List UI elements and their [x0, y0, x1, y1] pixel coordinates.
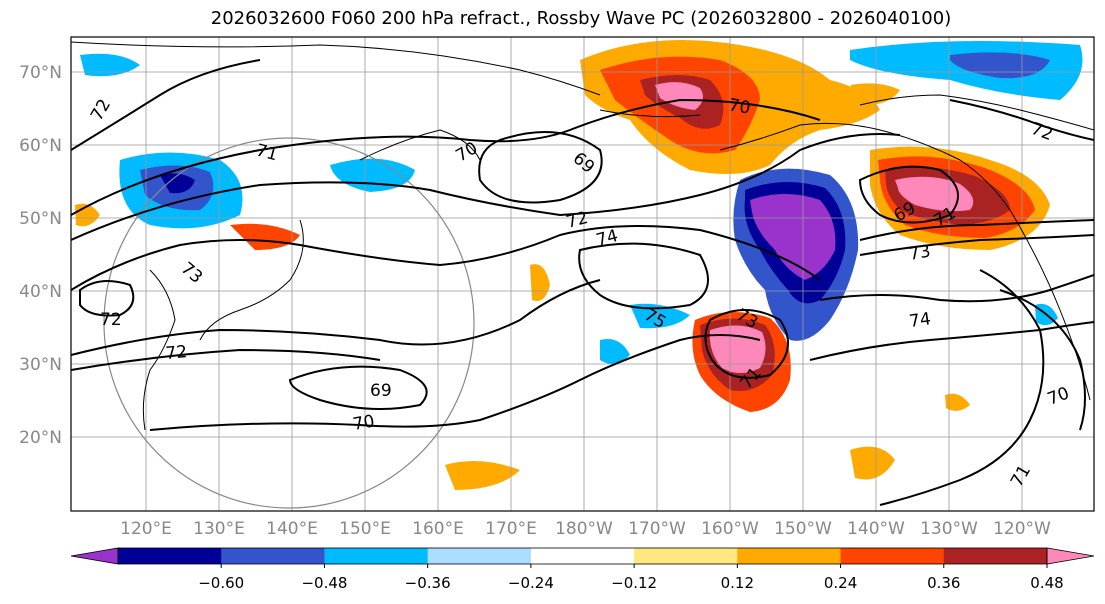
lon-label: 180°W [555, 519, 613, 539]
map-frame [70, 36, 1095, 512]
contour-label: 74 [908, 309, 932, 332]
contour-label: 70 [351, 411, 376, 434]
lon-label: 140°W [847, 519, 905, 539]
anomaly-shading [75, 40, 1083, 490]
map-panel: 72 71 70 69 72 74 75 70 73 69 71 73 74 7… [71, 37, 1094, 511]
lon-label: 170°W [628, 519, 686, 539]
contour-label: 69 [370, 381, 392, 401]
coastlines [71, 41, 1094, 431]
colorbar-cell [221, 548, 325, 564]
colorbar-cell [737, 548, 842, 564]
contour-label: 73 [907, 241, 932, 264]
lon-label: 150°E [339, 519, 391, 539]
colorbar-tick-label: −0.12 [611, 574, 657, 592]
lon-label: 160°E [412, 519, 464, 539]
colorbar-tick-label: −0.60 [198, 574, 244, 592]
colorbar-tick-label: −0.36 [405, 574, 451, 592]
lon-label: 160°W [701, 519, 759, 539]
colorbar-left-extend [70, 547, 119, 565]
lat-label: 50°N [19, 209, 62, 229]
lat-label: 30°N [19, 355, 62, 375]
latitude-axis: 70°N 60°N 50°N 40°N 30°N 20°N [19, 63, 62, 448]
colorbar: −0.60 −0.48 −0.36 −0.24 −0.12 0.12 0.24 0.36 0.4… [70, 547, 1095, 592]
colorbar-right-extend [1046, 547, 1095, 565]
colorbar-cell [634, 548, 738, 564]
lon-label: 150°W [774, 519, 832, 539]
lon-label: 120°W [993, 519, 1051, 539]
colorbar-tick-label: −0.48 [301, 574, 347, 592]
colorbar-cell [118, 548, 222, 564]
lat-label: 20°N [19, 428, 62, 448]
colorbar-cell [530, 548, 635, 564]
colorbar-cell [943, 548, 1048, 564]
colorbar-tick-label: −0.24 [508, 574, 554, 592]
longitude-axis: 120°E 130°E 140°E 150°E 160°E 170°E 180°… [120, 519, 1051, 539]
lon-label: 170°E [485, 519, 537, 539]
lat-label: 70°N [19, 63, 62, 83]
lon-label: 120°E [120, 519, 172, 539]
colorbar-cell [324, 548, 429, 564]
colorbar-frame [117, 547, 1048, 565]
great-circle-overlay [103, 137, 475, 509]
contour-label: 70 [727, 95, 752, 118]
colorbar-cell [840, 548, 945, 564]
graticule [71, 37, 1094, 511]
lon-label: 130°W [920, 519, 978, 539]
contour-label: 72 [100, 310, 122, 330]
lat-label: 60°N [19, 136, 62, 156]
colorbar-tick-label: 0.36 [927, 574, 960, 592]
lat-label: 40°N [19, 282, 62, 302]
lon-label: 140°E [266, 519, 318, 539]
map-title: 2026032600 F060 200 hPa refract., Rossby… [210, 8, 952, 29]
colorbar-cell [427, 548, 532, 564]
colorbar-tick-label: 0.24 [824, 574, 857, 592]
colorbar-tick-label: 0.12 [721, 574, 754, 592]
colorbar-tick-label: 0.48 [1030, 574, 1063, 592]
refractivity-contours [71, 59, 1094, 506]
contour-label: 72 [165, 342, 188, 364]
lon-label: 130°E [193, 519, 245, 539]
